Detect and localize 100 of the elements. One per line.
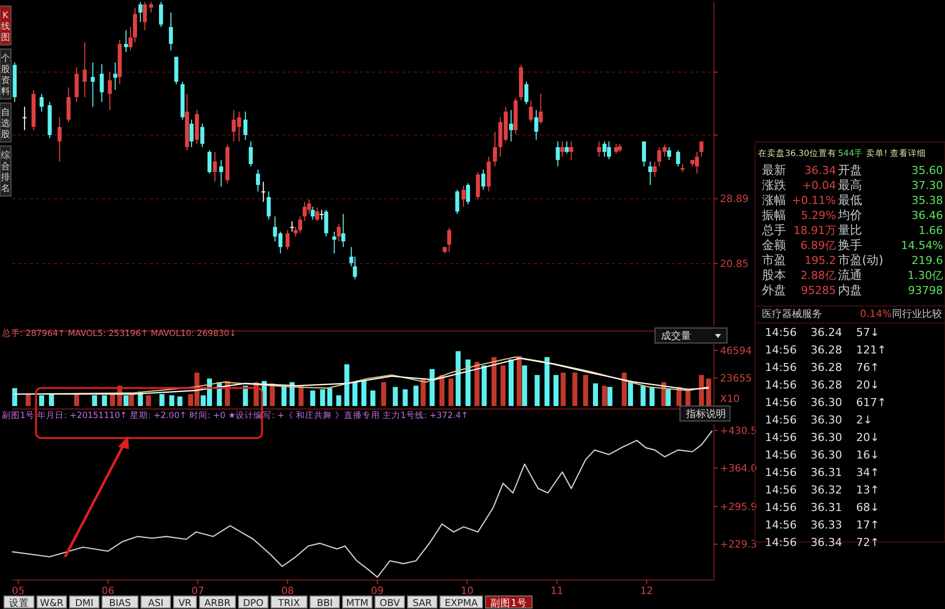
x-tick-label: 11	[550, 586, 564, 597]
text: 35.38	[912, 194, 943, 207]
candlestick	[652, 161, 657, 178]
candlestick	[524, 81, 528, 105]
bar	[39, 395, 44, 406]
candlestick	[266, 190, 271, 220]
text: 14:56 36.30 2↓	[765, 414, 872, 426]
candlestick	[352, 256, 357, 280]
candlestick	[676, 150, 680, 167]
text: 14:56 36.31 68↓	[765, 501, 880, 514]
bar	[439, 375, 444, 406]
text: 换手	[838, 238, 862, 252]
bar	[666, 389, 671, 406]
bar	[628, 382, 634, 406]
bar	[298, 386, 304, 406]
text: 外盘	[762, 283, 786, 297]
candlestick	[149, 2, 154, 13]
bar	[622, 372, 627, 406]
candlestick	[324, 209, 328, 238]
text: 最新	[762, 163, 786, 177]
text: BIAS	[109, 598, 131, 609]
candlestick	[40, 93, 44, 112]
chart-title: 总手: 287964↑ MAVOL5: 253196↑ MAVOL10: 269830↓	[1, 328, 236, 339]
bar	[128, 394, 134, 406]
bar	[146, 395, 151, 406]
text: 14:56 36.28 76↑	[765, 361, 880, 374]
text: ASI	[148, 598, 164, 609]
candlestick	[315, 207, 320, 222]
bar	[110, 394, 116, 406]
bar	[74, 394, 80, 406]
candlestick	[466, 182, 470, 205]
candlestick	[168, 12, 173, 51]
bar	[12, 388, 18, 406]
candlestick	[219, 159, 224, 188]
bar	[413, 386, 418, 406]
text: 36.46	[912, 209, 943, 222]
bar	[169, 395, 174, 406]
bar	[685, 390, 690, 406]
text: 14:56 36.33 17↑	[765, 518, 880, 532]
text: 市盈(动)	[838, 253, 884, 267]
candlestick	[476, 172, 480, 200]
bar	[392, 386, 398, 406]
bar	[572, 372, 578, 406]
candlestick	[159, 2, 164, 28]
text: 14:56 36.28 20↓	[765, 378, 880, 392]
bar	[500, 365, 506, 406]
text: 219.6	[912, 254, 943, 267]
y-axis-title: X10	[720, 394, 740, 405]
bar	[102, 395, 107, 406]
candlestick	[108, 72, 112, 110]
text: 5.29%	[801, 209, 836, 222]
text: 14:56 36.30 20↓	[765, 431, 880, 444]
text: 成交量	[661, 330, 691, 342]
candlestick	[569, 140, 574, 160]
candlestick	[538, 93, 543, 124]
bar	[583, 375, 588, 406]
text: 14:56 36.30 16↓	[765, 448, 880, 462]
bar	[706, 378, 712, 406]
candlestick	[336, 223, 341, 242]
candlestick	[694, 151, 699, 174]
text: VR	[178, 598, 192, 609]
bar	[554, 375, 559, 406]
text: DMI	[75, 598, 94, 609]
text: 副图1号	[490, 598, 527, 609]
candlestick	[212, 151, 217, 182]
y-tick-label: +364.0	[720, 464, 758, 475]
text: 14:56 36.31 34↑	[765, 466, 880, 479]
candlestick	[462, 185, 466, 208]
candlestick	[310, 206, 315, 220]
y-tick-label: +229.3	[720, 540, 758, 551]
bar	[534, 375, 540, 406]
bar	[370, 390, 376, 406]
text: ARBR	[204, 598, 232, 609]
candlestick	[207, 150, 212, 174]
text: 金额	[762, 238, 786, 252]
bar	[593, 383, 598, 406]
candlestick	[642, 140, 646, 167]
text: 在卖盘36.30位置有	[758, 148, 836, 159]
text: 个股资料	[1, 53, 10, 97]
candlestick	[614, 143, 618, 154]
candlestick	[298, 216, 302, 234]
text: EXPMA	[444, 598, 478, 609]
candlestick	[564, 140, 569, 154]
candlestick	[481, 169, 486, 190]
bar	[698, 375, 704, 406]
y-tick-label: 20.85	[720, 259, 749, 270]
text: 量比	[838, 223, 862, 237]
text: 14:56 36.32 13↑	[765, 484, 880, 496]
bar	[456, 351, 461, 406]
text: 35.60	[912, 164, 943, 177]
text: 14:56 36.34 72↑	[765, 536, 880, 549]
text: 0.14%	[860, 309, 892, 320]
bar	[381, 382, 386, 406]
text: 14.54%	[901, 239, 943, 252]
x-tick-label: 10	[460, 586, 474, 597]
candlestick	[302, 201, 307, 222]
text: 37.30	[912, 179, 943, 192]
text: 同行业比较	[892, 308, 942, 320]
text: W&R	[40, 598, 64, 609]
bar	[159, 394, 164, 406]
